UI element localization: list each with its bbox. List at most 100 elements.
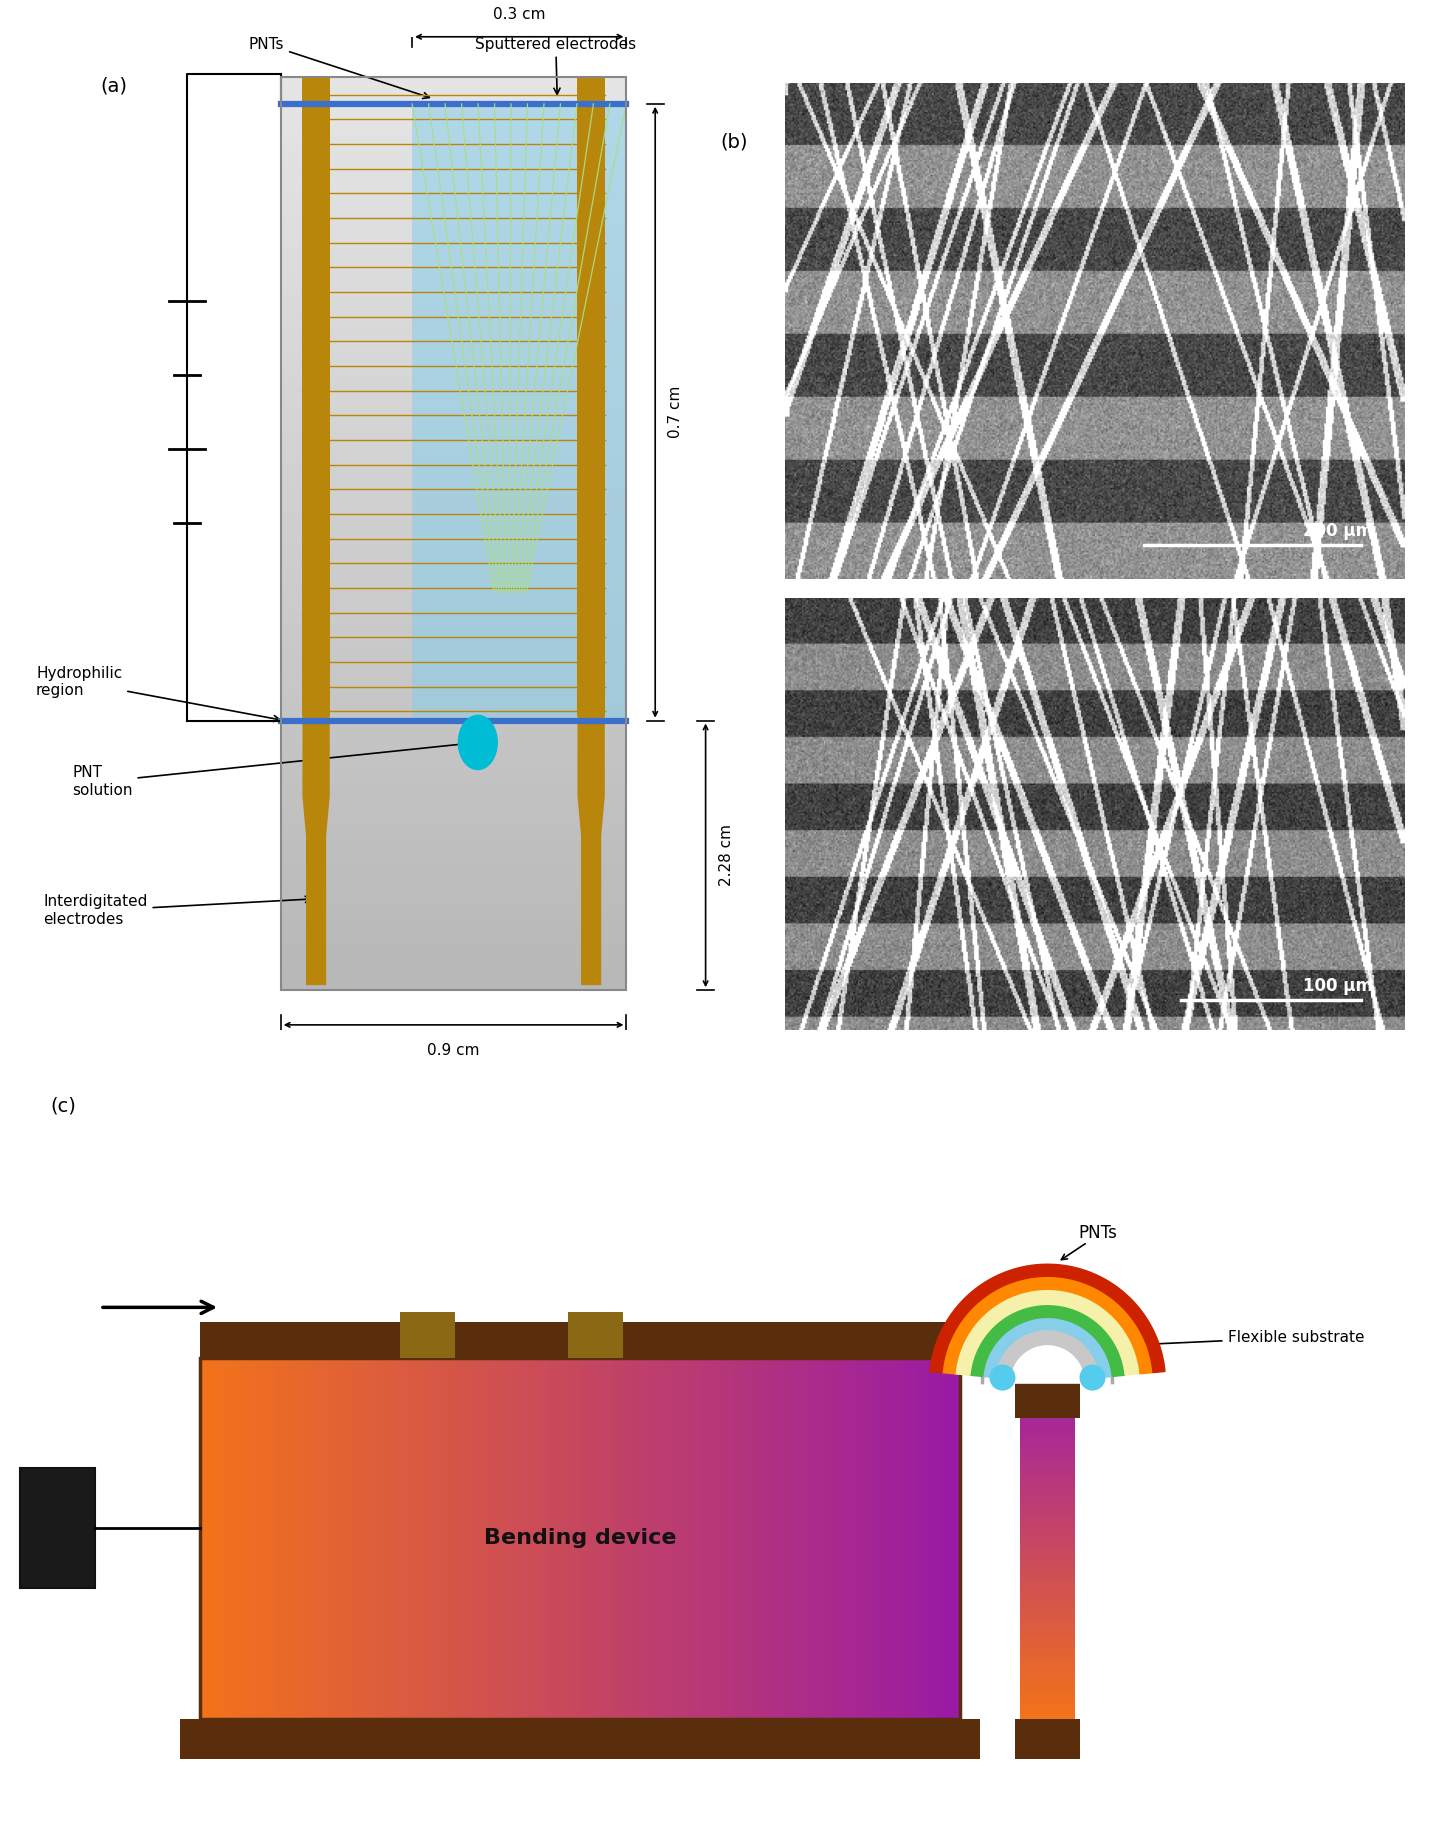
Bar (200, 1357, 206, 1719)
Bar (281, 693, 626, 704)
Bar (400, 1313, 455, 1357)
Text: 0.3 cm: 0.3 cm (492, 7, 546, 22)
Bar (1020, 1502, 1076, 1508)
Bar (903, 1357, 909, 1719)
Bar (1020, 1714, 1076, 1719)
Bar (281, 579, 626, 590)
Bar (281, 682, 626, 693)
Bar (446, 1357, 454, 1719)
Bar (422, 1357, 428, 1719)
Bar (1020, 1668, 1076, 1673)
Bar (364, 1357, 372, 1719)
Bar (403, 1357, 409, 1719)
Bar (541, 1357, 549, 1719)
Text: PNTs: PNTs (249, 37, 429, 99)
Bar (1020, 1699, 1076, 1703)
Bar (281, 772, 626, 785)
Bar (757, 1357, 763, 1719)
Bar (1020, 1462, 1076, 1468)
Bar (409, 1357, 415, 1719)
Bar (281, 498, 626, 511)
Bar (530, 1357, 536, 1719)
Bar (1020, 1572, 1076, 1578)
Bar (1020, 1554, 1076, 1558)
Bar (245, 1357, 251, 1719)
Bar (536, 1357, 541, 1719)
Bar (415, 1357, 422, 1719)
Bar (20, 1468, 95, 1589)
Bar (713, 1357, 720, 1719)
Bar (554, 1357, 562, 1719)
Bar (1020, 1578, 1076, 1583)
Bar (1020, 1523, 1076, 1528)
Bar (301, 1357, 308, 1719)
Text: 0.9 cm: 0.9 cm (428, 1043, 480, 1057)
Bar (396, 1357, 403, 1719)
Bar (281, 625, 626, 636)
Bar (586, 1357, 593, 1719)
Bar (206, 1357, 213, 1719)
Bar (281, 178, 626, 191)
Bar (877, 1357, 884, 1719)
Text: 2.28 cm: 2.28 cm (719, 824, 733, 886)
Bar (1020, 1628, 1076, 1633)
Bar (281, 487, 626, 498)
Bar (435, 1357, 441, 1719)
Bar (1020, 1493, 1076, 1499)
Bar (1020, 1479, 1076, 1482)
Bar (1020, 1598, 1076, 1604)
Bar (281, 305, 626, 316)
Bar (281, 88, 626, 99)
Bar (739, 1357, 744, 1719)
Bar (281, 316, 626, 327)
Bar (282, 1357, 288, 1719)
Bar (281, 145, 626, 156)
Bar (180, 1719, 981, 1758)
Bar (1020, 1639, 1076, 1644)
Circle shape (1080, 1365, 1106, 1390)
Bar (281, 807, 626, 818)
Bar (281, 910, 626, 921)
Bar (1020, 1528, 1076, 1534)
Bar (1020, 1703, 1076, 1708)
Bar (281, 441, 626, 454)
Bar (281, 818, 626, 829)
Bar (238, 1357, 245, 1719)
Polygon shape (995, 1330, 1100, 1379)
Bar (1020, 1613, 1076, 1618)
Bar (827, 1357, 834, 1719)
Bar (281, 351, 626, 362)
Text: PNTs: PNTs (1079, 1225, 1117, 1241)
Polygon shape (930, 1263, 1165, 1372)
Bar (281, 327, 626, 338)
Bar (256, 1357, 264, 1719)
Bar (668, 1357, 675, 1719)
Bar (922, 1357, 929, 1719)
Bar (472, 1357, 478, 1719)
Bar (890, 1357, 897, 1719)
Bar (281, 761, 626, 772)
Bar (517, 1357, 523, 1719)
Bar (840, 1357, 845, 1719)
Bar (225, 1357, 232, 1719)
Bar (281, 476, 626, 487)
Bar (1020, 1548, 1076, 1554)
Bar (281, 921, 626, 932)
Text: 100 μm: 100 μm (1303, 977, 1374, 995)
Bar (281, 224, 626, 237)
Bar (821, 1357, 827, 1719)
Bar (281, 888, 626, 899)
Bar (776, 1357, 783, 1719)
Bar (940, 1357, 948, 1719)
Bar (295, 1357, 301, 1719)
Bar (567, 1357, 573, 1719)
Bar (281, 248, 626, 259)
Bar (688, 1357, 694, 1719)
Bar (281, 362, 626, 373)
Bar (281, 294, 626, 305)
Bar (314, 1357, 320, 1719)
Bar (852, 1357, 858, 1719)
Bar (1020, 1444, 1076, 1447)
Polygon shape (942, 1276, 1153, 1374)
Bar (281, 842, 626, 853)
